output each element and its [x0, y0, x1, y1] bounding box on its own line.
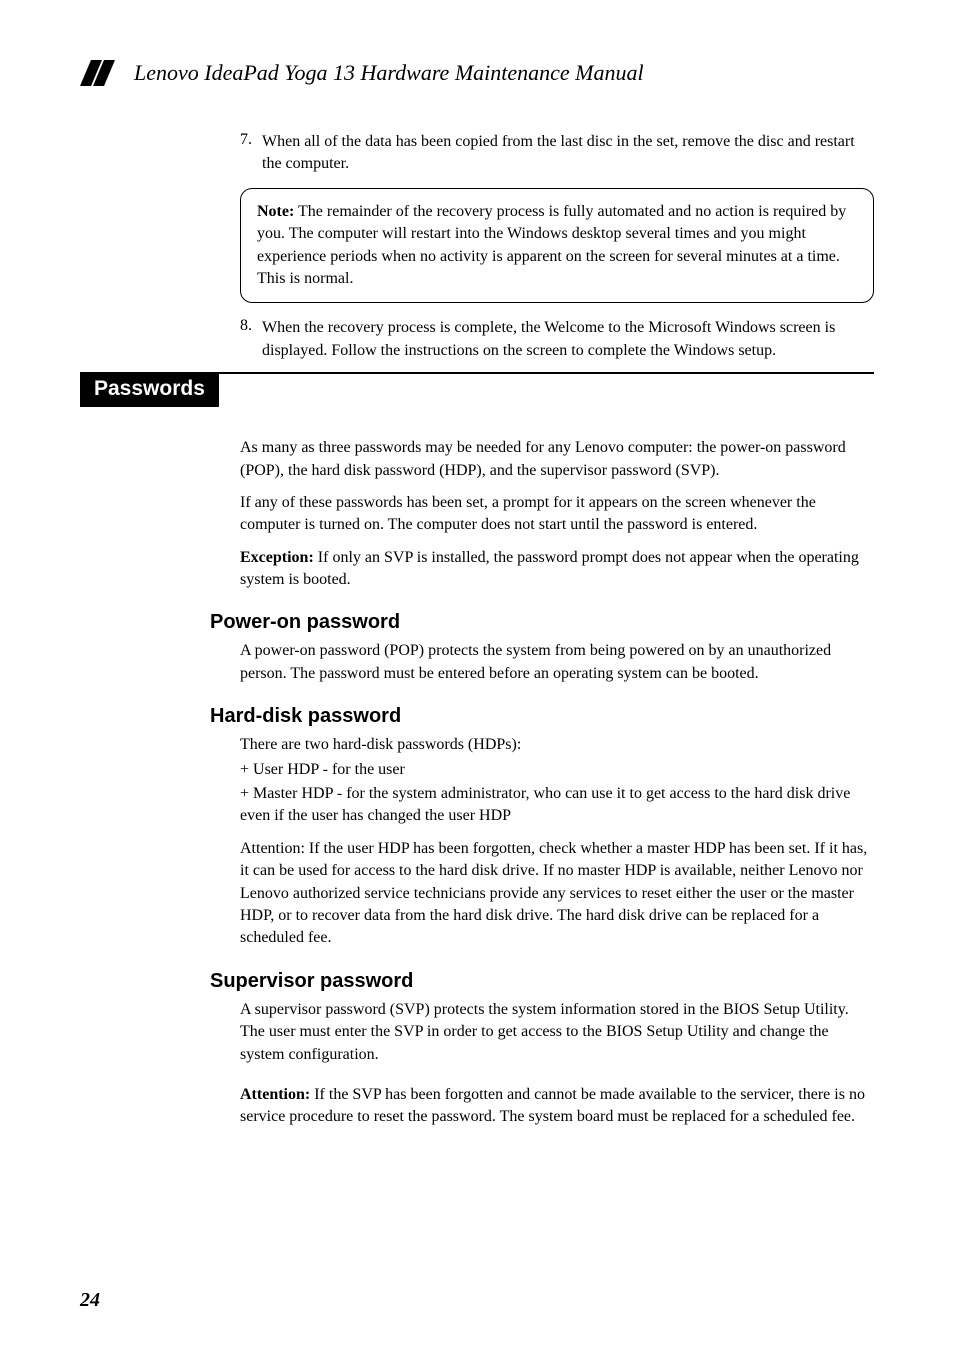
step-8-number: 8.	[240, 317, 262, 362]
passwords-section-header: Passwords	[80, 372, 874, 407]
note-text: The remainder of the recovery process is…	[257, 203, 846, 287]
attention-text: If the SVP has been forgotten and cannot…	[240, 1086, 865, 1125]
hdp-bullet2: + Master HDP - for the system administra…	[240, 783, 874, 828]
page-number: 24	[80, 1289, 100, 1312]
note-label: Note:	[257, 203, 294, 220]
exception-label: Exception:	[240, 549, 314, 566]
hdp-bullet1: + User HDP - for the user	[240, 759, 874, 781]
pop-body: A power-on password (POP) protects the s…	[240, 640, 874, 685]
step-7-text: When all of the data has been copied fro…	[262, 131, 874, 176]
pop-p1: A power-on password (POP) protects the s…	[240, 640, 874, 685]
hdp-heading: Hard-disk password	[210, 705, 874, 728]
passwords-p2: If any of these passwords has been set, …	[240, 492, 874, 537]
attention-label: Attention:	[240, 1086, 310, 1103]
note-box: Note: The remainder of the recovery proc…	[240, 188, 874, 304]
step-7: 7. When all of the data has been copied …	[240, 131, 874, 176]
pop-heading: Power-on password	[210, 611, 874, 634]
svp-body: A supervisor password (SVP) protects the…	[240, 999, 874, 1129]
step-7-number: 7.	[240, 131, 262, 176]
slashes-icon	[80, 60, 124, 86]
step-8: 8. When the recovery process is complete…	[240, 317, 874, 362]
exception-text: If only an SVP is installed, the passwor…	[240, 549, 859, 588]
note-box-container: Note: The remainder of the recovery proc…	[240, 188, 874, 304]
page-header: Lenovo IdeaPad Yoga 13 Hardware Maintena…	[80, 60, 874, 86]
hdp-p2: Attention: If the user HDP has been forg…	[240, 838, 874, 950]
svp-heading: Supervisor password	[210, 970, 874, 993]
section-rule	[219, 372, 874, 374]
svp-p1: A supervisor password (SVP) protects the…	[240, 999, 874, 1066]
header-title: Lenovo IdeaPad Yoga 13 Hardware Maintena…	[134, 60, 644, 86]
passwords-exception: Exception: If only an SVP is installed, …	[240, 547, 874, 592]
passwords-title: Passwords	[80, 372, 219, 407]
passwords-body: As many as three passwords may be needed…	[240, 437, 874, 591]
step-8-text: When the recovery process is complete, t…	[262, 317, 874, 362]
page-container: Lenovo IdeaPad Yoga 13 Hardware Maintena…	[0, 0, 954, 1352]
passwords-p1: As many as three passwords may be needed…	[240, 437, 874, 482]
hdp-p1: There are two hard-disk passwords (HDPs)…	[240, 734, 874, 756]
svp-attention: Attention: If the SVP has been forgotten…	[240, 1084, 874, 1129]
hdp-body: There are two hard-disk passwords (HDPs)…	[240, 734, 874, 950]
